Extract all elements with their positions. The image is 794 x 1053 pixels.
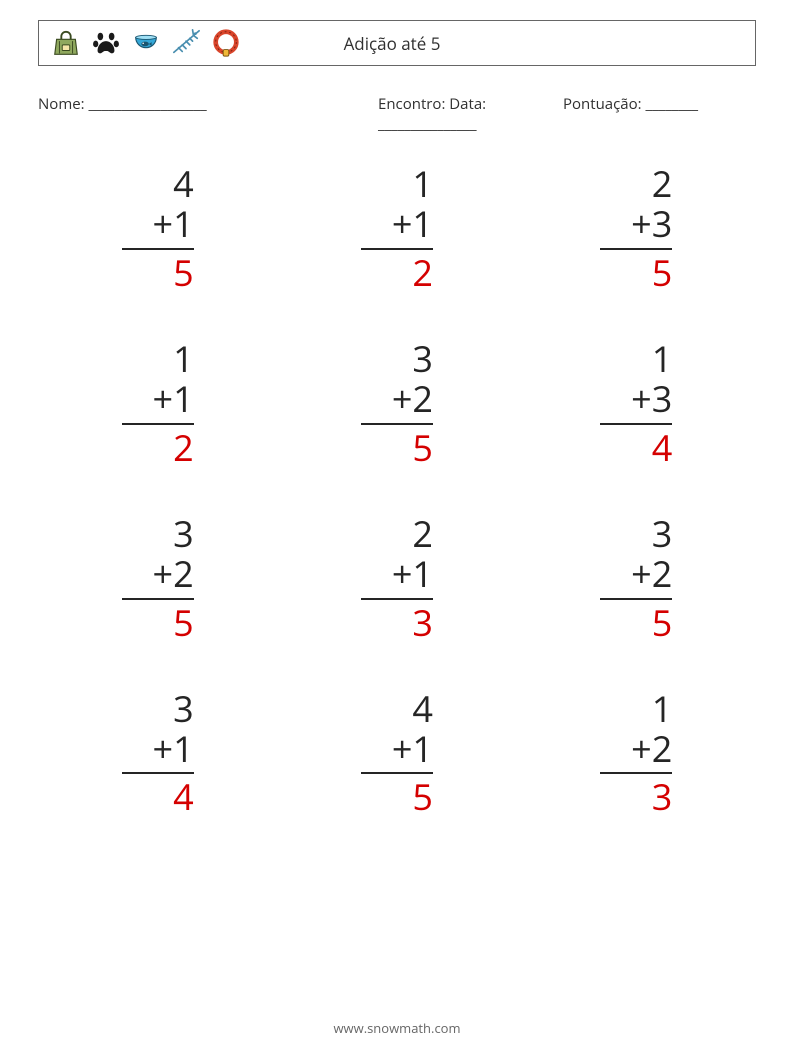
answer: 5 xyxy=(600,600,672,643)
problem: 1+34 xyxy=(600,339,672,468)
operand-a: 3 xyxy=(122,514,194,554)
operand-b: +1 xyxy=(361,729,433,774)
answer: 5 xyxy=(361,425,433,468)
date-field: Encontro: Data: _______________ xyxy=(378,94,563,134)
operand-a: 3 xyxy=(122,689,194,729)
problem: 4+15 xyxy=(361,689,433,818)
answer: 5 xyxy=(122,600,194,643)
operand-a: 3 xyxy=(361,339,433,379)
worksheet-page: Adição até 5 Nome: __________________ En… xyxy=(0,0,794,1053)
operand-b: +2 xyxy=(361,379,433,424)
operand-a: 1 xyxy=(122,339,194,379)
answer: 5 xyxy=(122,250,194,293)
problem: 3+25 xyxy=(361,339,433,468)
problem: 3+14 xyxy=(122,689,194,818)
problem: 1+12 xyxy=(122,339,194,468)
score-field: Pontuação: ________ xyxy=(563,94,698,134)
operand-b: +3 xyxy=(600,204,672,249)
operand-b: +1 xyxy=(361,554,433,599)
operand-b: +3 xyxy=(600,379,672,424)
name-field: Nome: __________________ xyxy=(38,94,378,134)
operand-b: +2 xyxy=(600,554,672,599)
problem: 3+25 xyxy=(600,514,672,643)
operand-a: 1 xyxy=(600,689,672,729)
answer: 4 xyxy=(122,774,194,817)
problem: 1+12 xyxy=(361,164,433,293)
problem: 2+13 xyxy=(361,514,433,643)
operand-a: 4 xyxy=(361,689,433,729)
problem: 4+15 xyxy=(122,164,194,293)
problem: 2+35 xyxy=(600,164,672,293)
meta-row: Nome: __________________ Encontro: Data:… xyxy=(38,94,756,134)
operand-a: 1 xyxy=(600,339,672,379)
answer: 5 xyxy=(600,250,672,293)
worksheet-title: Adição até 5 xyxy=(41,32,743,55)
answer: 4 xyxy=(600,425,672,468)
operand-a: 3 xyxy=(600,514,672,554)
answer: 3 xyxy=(600,774,672,817)
problem: 1+23 xyxy=(600,689,672,818)
operand-b: +2 xyxy=(600,729,672,774)
answer: 5 xyxy=(361,774,433,817)
operand-b: +1 xyxy=(361,204,433,249)
operand-a: 4 xyxy=(122,164,194,204)
operand-a: 2 xyxy=(361,514,433,554)
answer: 2 xyxy=(122,425,194,468)
operand-b: +2 xyxy=(122,554,194,599)
problems-grid: 4+151+122+351+123+251+343+252+133+253+14… xyxy=(38,164,756,818)
operand-a: 1 xyxy=(361,164,433,204)
operand-b: +1 xyxy=(122,204,194,249)
footer-url: www.snowmath.com xyxy=(0,1019,794,1037)
operand-b: +1 xyxy=(122,729,194,774)
problem: 3+25 xyxy=(122,514,194,643)
operand-b: +1 xyxy=(122,379,194,424)
operand-a: 2 xyxy=(600,164,672,204)
header-bar: Adição até 5 xyxy=(38,20,756,66)
answer: 3 xyxy=(361,600,433,643)
answer: 2 xyxy=(361,250,433,293)
